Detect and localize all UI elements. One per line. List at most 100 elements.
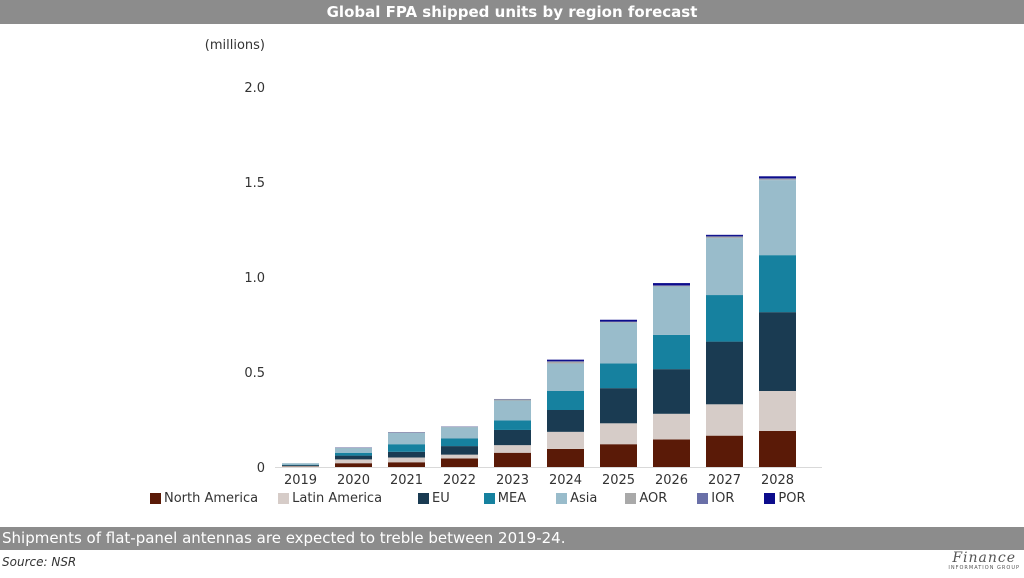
bar-segment-mea xyxy=(706,295,743,342)
x-tick-label: 2021 xyxy=(390,473,423,488)
bar-segment-latin-america xyxy=(759,391,796,431)
bar-segment-latin-america xyxy=(600,423,637,445)
bar-segment-aor xyxy=(600,322,637,323)
bar-segment-aor xyxy=(547,361,584,364)
y-tick-label: 1.5 xyxy=(244,176,265,191)
y-tick-label: 2.0 xyxy=(244,81,265,96)
bar-segment-mea xyxy=(282,464,319,466)
legend-swatch xyxy=(556,493,568,504)
legend-item-ior: IOR xyxy=(697,491,734,506)
bar-segment-mea xyxy=(653,334,690,370)
bar-segment-mea xyxy=(494,420,531,430)
bar-segment-north-america xyxy=(282,466,319,468)
bar-segment-mea xyxy=(547,391,584,410)
y-tick-label: 0 xyxy=(257,461,265,476)
bar-segment-latin-america xyxy=(706,404,743,436)
bar-segment-mea xyxy=(441,438,478,447)
legend-item-aor: AOR xyxy=(625,491,667,506)
bar-segment-por xyxy=(547,359,584,361)
legend-swatch xyxy=(764,493,776,504)
bar-segment-por xyxy=(600,319,637,322)
bar-segment-latin-america xyxy=(494,445,531,453)
bar-segment-ior xyxy=(706,235,743,238)
legend-item-mea: MEA xyxy=(483,491,526,506)
bar-segment-aor xyxy=(706,237,743,239)
bar-segment-asia xyxy=(653,286,690,335)
legend-label: North America xyxy=(164,491,259,506)
legend-item-por: POR xyxy=(764,491,806,506)
bar-segment-por xyxy=(759,176,796,179)
bar-segment-latin-america xyxy=(547,431,584,449)
caption: Shipments of flat-panel antennas are exp… xyxy=(0,527,1024,550)
x-tick-label: 2023 xyxy=(496,473,529,488)
bar-segment-north-america xyxy=(494,452,531,467)
bar-segment-eu xyxy=(547,410,584,432)
bar-segment-aor xyxy=(759,179,796,181)
bar-segment-asia xyxy=(335,448,372,453)
x-tick-label: 2028 xyxy=(761,473,794,488)
legend-label: Latin America xyxy=(292,491,383,506)
legend-item-north-america: North America xyxy=(150,491,258,506)
bar-segment-ior xyxy=(653,285,690,286)
bar-segment-mea xyxy=(600,363,637,389)
bar-segment-mea xyxy=(388,444,425,452)
legend-swatch xyxy=(483,493,495,504)
bar-segment-asia xyxy=(706,238,743,296)
x-tick-label: 2020 xyxy=(337,473,370,488)
logo-main-text: Finance xyxy=(952,550,1017,566)
bar-segment-eu xyxy=(335,455,372,460)
y-tick-label: 1.0 xyxy=(244,271,265,286)
legend-item-asia: Asia xyxy=(556,491,597,506)
bar-segment-ior xyxy=(388,432,425,433)
bar-segment-ior xyxy=(759,178,796,180)
bar-segment-mea xyxy=(759,255,796,313)
source-note: Source: NSR xyxy=(2,555,77,569)
bar-segment-north-america xyxy=(547,448,584,467)
stacked-bar-chart: (millions) 0 0.5 1.0 1.5 2.0 2019 2020 2021 2022 2… xyxy=(205,38,822,488)
bar-segment-asia xyxy=(441,427,478,439)
bar-segment-latin-america xyxy=(653,413,690,440)
bar-segment-ior xyxy=(600,321,637,323)
bar-segment-asia xyxy=(282,463,319,465)
x-tick-label: 2026 xyxy=(655,473,688,488)
x-tick-label: 2025 xyxy=(602,473,635,488)
legend-swatch xyxy=(625,493,637,504)
legend-label: IOR xyxy=(711,491,735,506)
bar-segment-ior xyxy=(335,447,372,448)
bar-segment-north-america xyxy=(706,435,743,467)
legend-swatch xyxy=(278,493,290,504)
x-tick-label: 2019 xyxy=(284,473,317,488)
bar-segment-por xyxy=(653,283,690,286)
bar-segment-asia xyxy=(759,180,796,256)
bar-segment-mea xyxy=(335,452,372,456)
bar-segment-asia xyxy=(547,363,584,391)
x-tick-label: 2022 xyxy=(443,473,476,488)
bar-segment-ior xyxy=(441,426,478,428)
finance-logo: Finance INFORMATION GROUP xyxy=(948,551,1020,572)
bar-segment-latin-america xyxy=(282,466,319,467)
logo-sub-text: INFORMATION GROUP xyxy=(948,565,1020,571)
bar-segment-asia xyxy=(600,322,637,364)
bar-segment-north-america xyxy=(759,430,796,467)
bar-segment-aor xyxy=(494,399,531,401)
legend-label: EU xyxy=(432,491,450,506)
bar-segment-ior xyxy=(547,360,584,362)
bar-segment-eu xyxy=(388,451,425,458)
bar-segment-eu xyxy=(441,446,478,455)
bar-segment-eu xyxy=(759,312,796,391)
chart-title: Global FPA shipped units by region forec… xyxy=(0,0,1024,24)
bar-segment-eu xyxy=(653,369,690,414)
bar-segment-asia xyxy=(388,432,425,445)
legend-swatch xyxy=(150,493,161,504)
bar-segment-latin-america xyxy=(441,454,478,459)
legend-item-latin-america: Latin America xyxy=(278,491,382,506)
legend-item-eu: EU xyxy=(418,491,450,506)
bar-segment-asia xyxy=(494,400,531,421)
legend-label: POR xyxy=(778,491,806,506)
x-tick-label: 2027 xyxy=(708,473,741,488)
legend-label: Asia xyxy=(570,491,598,506)
bar-segment-eu xyxy=(494,429,531,446)
chart-legend: North America Latin America EU MEA Asia AOR IO… xyxy=(150,491,806,506)
legend-label: AOR xyxy=(639,491,668,506)
bar-segment-eu xyxy=(282,465,319,467)
